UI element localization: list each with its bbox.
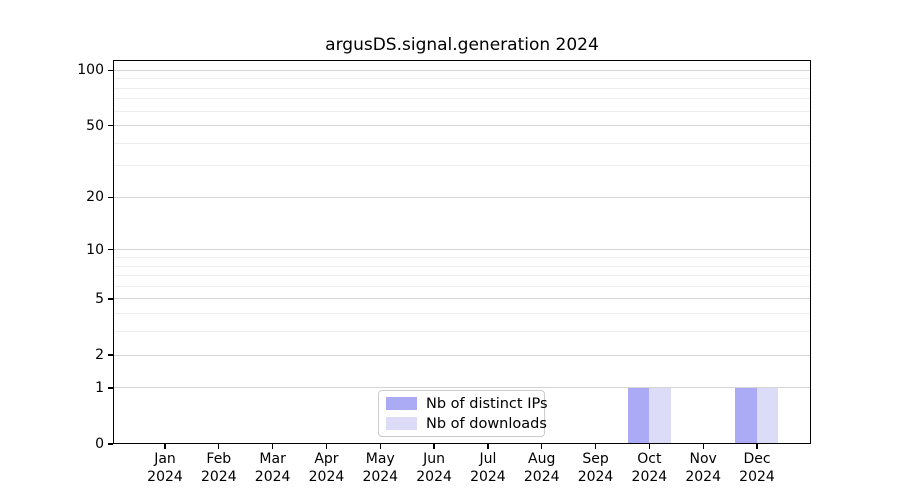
minor-gridline [113,275,811,277]
y-tick-mark [107,69,113,71]
x-tick-mark [756,444,758,449]
major-gridline [113,125,811,126]
legend-swatch-distinct-ips [386,397,417,410]
y-tick-mark [107,249,113,251]
y-tick-mark [107,443,113,445]
minor-gridline [113,265,811,267]
y-tick-label: 5 [95,290,104,307]
y-tick-mark [107,387,113,389]
major-gridline [113,249,811,251]
x-tick-month: Mar [259,451,286,467]
x-tick-year: 2024 [200,469,237,485]
x-tick-month: Sep [582,451,609,467]
x-tick-label-mar: Mar 2024 [228,450,318,486]
x-tick-year: 2024 [308,469,345,485]
x-tick-year: 2024 [577,469,614,485]
y-tick-label: 20 [86,189,104,206]
x-tick-label-feb: Feb 2024 [174,450,264,486]
bar-dec-downloads [756,387,779,444]
x-tick-mark [541,444,543,449]
x-tick-mark [379,444,381,449]
y-tick-label: 100 [77,62,104,79]
x-tick-year: 2024 [685,469,721,485]
y-tick-mark [107,196,113,199]
x-tick-year: 2024 [362,469,399,485]
minor-gridline [113,165,811,167]
x-tick-month: Feb [206,451,232,467]
minor-gridline [113,110,811,112]
y-tick-label: 50 [86,117,104,134]
x-tick-year: 2024 [254,469,291,485]
x-tick-label-may: May 2024 [335,450,425,486]
x-tick-label-nov: Nov 2024 [658,450,748,486]
x-tick-label-jun: Jun 2024 [389,450,479,486]
x-tick-month: Oct [637,451,662,467]
plot-area: Nb of distinct IPs Nb of downloads [113,60,811,444]
minor-gridline [113,87,811,89]
minor-gridline [113,78,811,80]
major-gridline [113,387,811,389]
legend: Nb of distinct IPs Nb of downloads [378,390,548,437]
x-tick-year: 2024 [739,469,775,485]
major-gridline [113,69,811,71]
chart-title: argusDS.signal.generation 2024 [325,35,599,55]
x-tick-mark [433,444,435,449]
legend-label-downloads: Nb of downloads [426,415,547,432]
x-tick-label-aug: Aug 2024 [497,450,587,486]
legend-label-distinct-ips: Nb of distinct IPs [426,395,548,412]
x-tick-month: Jun [423,451,446,467]
x-tick-mark [271,444,274,449]
x-tick-year: 2024 [470,469,506,485]
x-tick-mark [487,444,489,449]
legend-item-distinct-ips: Nb of distinct IPs [386,395,548,412]
minor-gridline [113,331,811,333]
minor-gridline [113,256,811,258]
y-tick-label: 2 [95,347,104,363]
x-tick-month: Nov [689,451,717,467]
y-tick-mark [107,298,113,300]
y-tick-mark [107,124,113,127]
minor-gridline [113,313,811,315]
minor-gridline [113,98,811,100]
bar-dec-distinct-ips [735,387,757,444]
legend-swatch-downloads [386,417,417,430]
x-tick-label-sep: Sep 2024 [551,450,641,486]
x-tick-mark [648,444,650,449]
x-tick-month: Apr [314,451,339,467]
x-tick-mark [218,444,220,449]
x-tick-mark [702,444,704,449]
y-tick-label: 10 [86,241,104,258]
x-tick-month: Aug [528,451,556,467]
x-tick-mark [594,444,597,449]
x-tick-label-dec: Dec 2024 [712,450,802,486]
x-tick-month: May [365,451,395,467]
major-gridline [113,298,811,300]
x-tick-mark [325,444,328,449]
x-tick-label-apr: Apr 2024 [281,450,371,486]
x-tick-label-oct: Oct 2024 [604,450,694,486]
bar-oct-distinct-ips [627,387,650,444]
bar-oct-downloads [649,387,671,444]
y-tick-label: 0 [95,436,104,452]
minor-gridline [113,285,811,287]
x-tick-year: 2024 [416,469,452,485]
x-tick-label-jan: Jan 2024 [120,450,210,486]
y-tick-mark [107,354,113,356]
x-tick-mark [164,444,166,449]
x-tick-year: 2024 [523,469,560,485]
minor-gridline [113,142,811,144]
major-gridline [113,196,811,198]
x-tick-label-jul: Jul 2024 [443,450,533,486]
x-tick-month: Jul [479,451,497,467]
major-gridline [113,354,811,356]
legend-item-downloads: Nb of downloads [386,415,547,432]
x-tick-year: 2024 [147,469,183,485]
x-tick-month: Jan [154,451,176,467]
x-tick-year: 2024 [631,469,668,485]
x-tick-month: Dec [743,451,771,467]
y-tick-label: 1 [95,379,104,396]
